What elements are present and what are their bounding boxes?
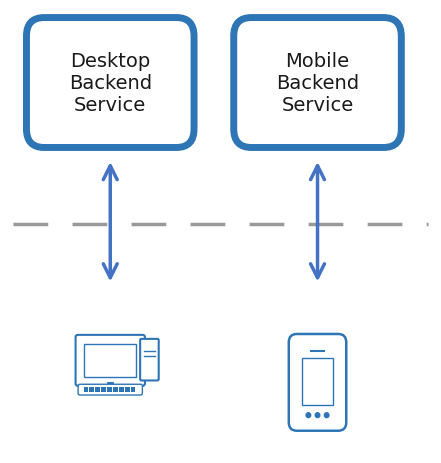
FancyBboxPatch shape	[78, 384, 142, 395]
Bar	[113, 388, 118, 389]
Bar	[113, 389, 118, 391]
Bar	[131, 391, 135, 393]
Bar	[95, 391, 100, 393]
Bar	[107, 388, 112, 389]
FancyBboxPatch shape	[234, 19, 401, 148]
Bar	[84, 344, 136, 377]
Text: Desktop
Backend
Service: Desktop Backend Service	[69, 52, 152, 115]
Bar	[119, 388, 123, 389]
Bar	[119, 391, 123, 393]
Bar	[113, 391, 118, 393]
Bar	[302, 358, 333, 405]
Bar	[95, 389, 100, 391]
Bar	[101, 389, 106, 391]
FancyBboxPatch shape	[289, 334, 346, 431]
Bar	[125, 389, 130, 391]
Bar	[83, 388, 88, 389]
Bar	[95, 388, 100, 389]
Text: Mobile
Backend
Service: Mobile Backend Service	[276, 52, 359, 115]
Bar	[131, 388, 135, 389]
Bar	[107, 389, 112, 391]
Bar	[90, 389, 94, 391]
FancyBboxPatch shape	[75, 335, 145, 386]
Bar	[125, 388, 130, 389]
Bar	[107, 391, 112, 393]
Circle shape	[315, 413, 320, 418]
Circle shape	[306, 413, 310, 418]
FancyBboxPatch shape	[26, 19, 194, 148]
FancyBboxPatch shape	[140, 339, 159, 381]
Bar	[101, 388, 106, 389]
Bar	[90, 388, 94, 389]
Bar	[83, 391, 88, 393]
Bar	[119, 389, 123, 391]
Bar	[101, 391, 106, 393]
Bar	[90, 391, 94, 393]
Bar	[83, 389, 88, 391]
Bar	[131, 389, 135, 391]
Circle shape	[325, 413, 329, 418]
Bar	[125, 391, 130, 393]
